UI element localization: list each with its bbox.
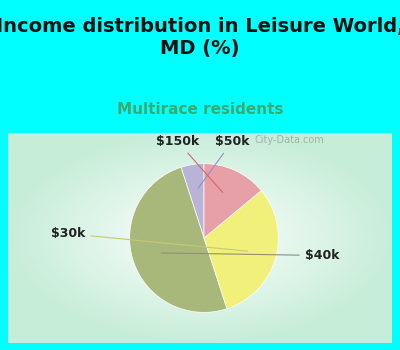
Text: $150k: $150k <box>156 135 223 192</box>
Text: Income distribution in Leisure World,
MD (%): Income distribution in Leisure World, MD… <box>0 17 400 58</box>
Wedge shape <box>204 191 278 309</box>
Text: City-Data.com: City-Data.com <box>255 135 324 145</box>
Text: $40k: $40k <box>161 249 339 262</box>
Text: $50k: $50k <box>198 135 249 188</box>
Text: Multirace residents: Multirace residents <box>117 102 283 117</box>
Wedge shape <box>204 164 261 238</box>
Text: $30k: $30k <box>51 227 248 251</box>
Wedge shape <box>130 167 227 312</box>
Wedge shape <box>181 164 204 238</box>
